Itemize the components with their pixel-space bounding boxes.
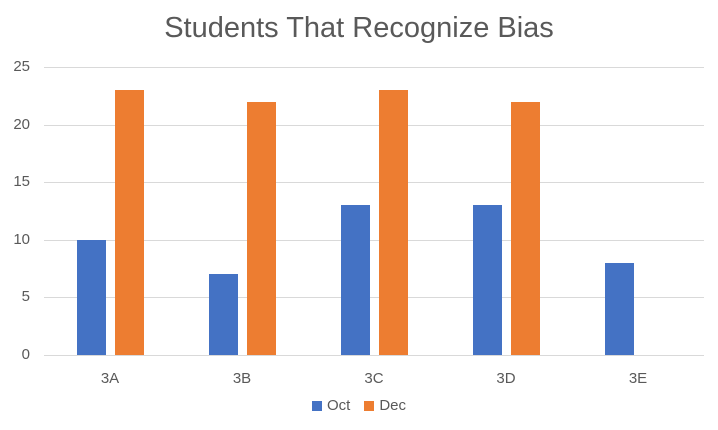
legend: Oct Dec: [0, 397, 718, 414]
legend-item-dec: Dec: [364, 397, 406, 414]
bar-dec-3d: [510, 101, 540, 355]
y-tick-label: 0: [21, 346, 30, 363]
legend-item-oct: Oct: [311, 397, 351, 414]
bar-oct-3b: [208, 274, 238, 355]
gridline: [44, 297, 704, 299]
bar-dec-3c: [378, 90, 408, 355]
bar-oct-3c: [340, 205, 370, 355]
bar-oct-3e: [604, 262, 634, 355]
legend-swatch-oct: [311, 400, 322, 411]
y-tick-label: 15: [13, 173, 30, 191]
gridline: [44, 124, 704, 126]
gridline: [44, 182, 704, 184]
bar-oct-3d: [472, 205, 502, 355]
x-tick-label: 3E: [628, 370, 648, 387]
gridline: [44, 239, 704, 241]
x-tick-label: 3C: [364, 370, 384, 387]
bar-dec-3a: [114, 90, 144, 355]
y-tick-label: 5: [21, 288, 30, 306]
legend-label-dec: Dec: [379, 397, 407, 414]
y-tick-label: 25: [13, 58, 30, 75]
plot-area: [44, 67, 704, 356]
chart-title: Students That Recognize Bias: [164, 12, 554, 44]
gridline: [44, 355, 704, 356]
y-tick-label: 20: [13, 115, 30, 133]
x-tick-label: 3D: [496, 370, 516, 387]
x-tick-label: 3B: [232, 370, 252, 387]
y-tick-label: 10: [13, 230, 30, 248]
legend-label-oct: Oct: [326, 397, 351, 414]
bar-dec-3b: [246, 101, 276, 355]
bar-oct-3a: [76, 239, 106, 355]
x-tick-label: 3A: [100, 370, 120, 387]
legend-swatch-dec: [364, 400, 375, 411]
gridline: [44, 67, 704, 68]
